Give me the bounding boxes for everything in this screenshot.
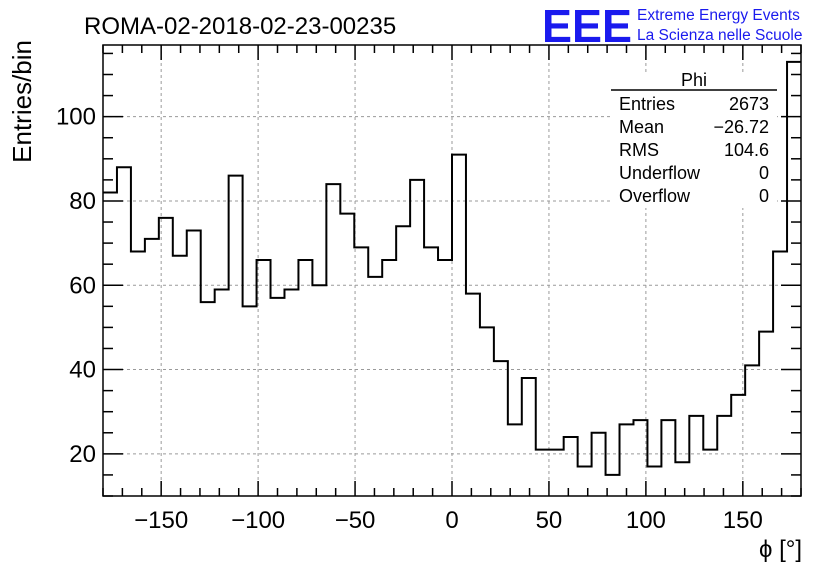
stats-row-value: 2673: [729, 94, 769, 114]
stats-row-label: Underflow: [619, 163, 701, 183]
y-tick-label: 60: [69, 272, 96, 299]
stats-row-label: Entries: [619, 94, 675, 114]
x-tick-label: −50: [335, 507, 376, 534]
chart-title: ROMA-02-2018-02-23-00235: [84, 13, 396, 40]
y-tick-label: 80: [69, 188, 96, 215]
stats-row-label: Overflow: [619, 186, 691, 206]
x-tick-label: 0: [445, 507, 458, 534]
logo-mark: EEE: [542, 0, 632, 52]
logo-line-1: Extreme Energy Events: [637, 7, 800, 24]
x-tick-label: −100: [231, 507, 285, 534]
y-tick-label: 100: [56, 104, 96, 131]
stats-row-label: RMS: [619, 140, 659, 160]
y-axis-label: Entries/bin: [7, 40, 37, 163]
x-axis-label: ϕ [°]: [759, 536, 802, 563]
stats-row-value: 0: [759, 163, 769, 183]
stats-box: Phi Entries 2673 Mean −26.72 RMS 104.6 Underfl…: [611, 70, 777, 208]
x-tick-label: −150: [134, 507, 188, 534]
stats-row-value: 104.6: [724, 140, 769, 160]
stats-name: Phi: [681, 70, 707, 90]
x-tick-label: 150: [723, 507, 763, 534]
stats-row-label: Mean: [619, 117, 664, 137]
stats-row-value: 0: [759, 186, 769, 206]
x-tick-label: 50: [536, 507, 563, 534]
x-tick-label: 100: [626, 507, 666, 534]
y-tick-label: 40: [69, 357, 96, 384]
logo-line-2: La Scienza nelle Scuole: [637, 27, 802, 44]
y-tick-label: 20: [69, 441, 96, 468]
stats-row-value: −26.72: [713, 117, 769, 137]
